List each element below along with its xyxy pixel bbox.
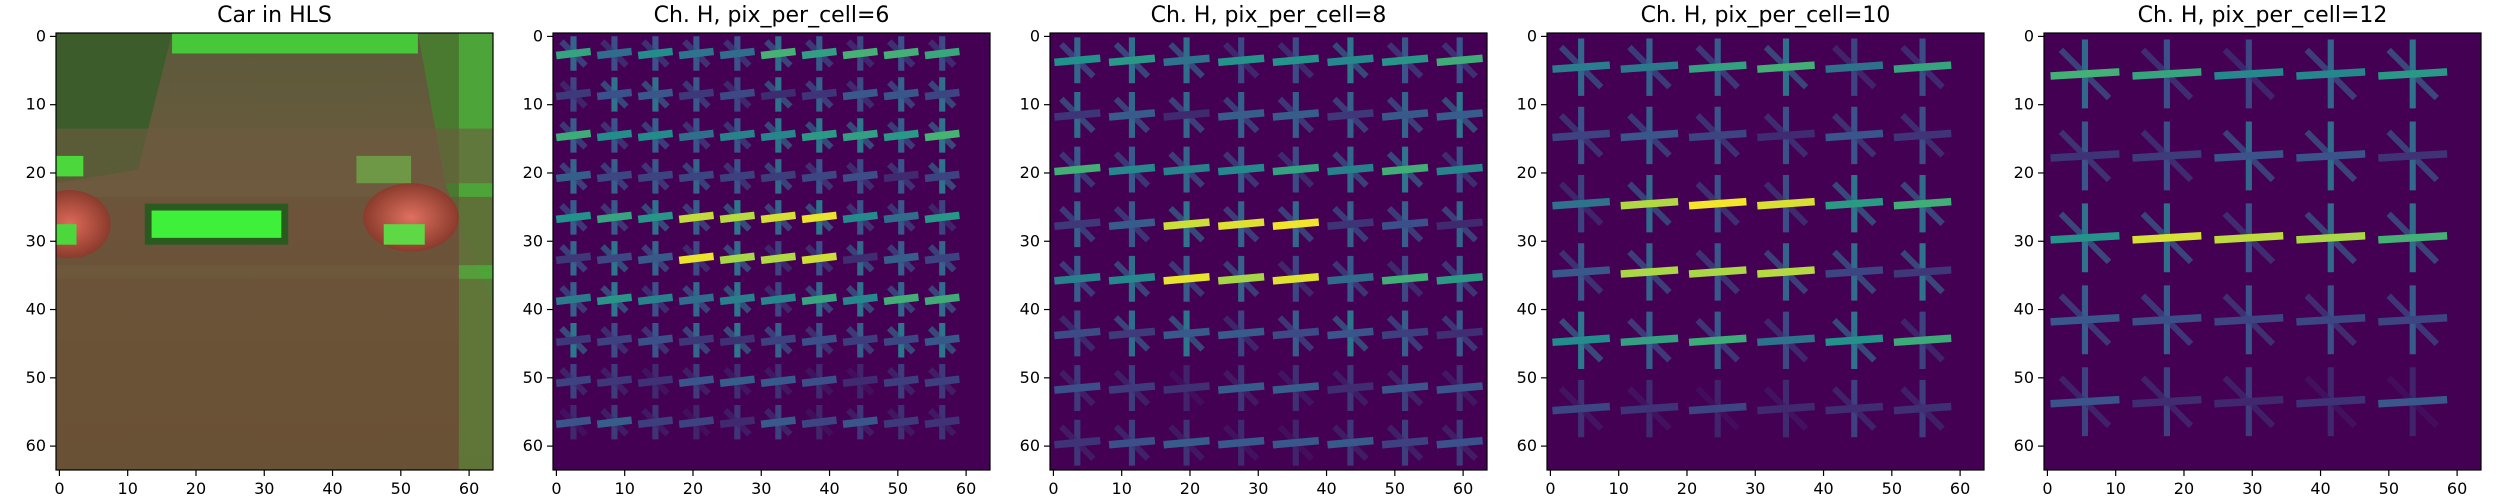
y-tick-label: 20: [2014, 163, 2034, 182]
x-tick-label: 10: [2106, 479, 2126, 498]
y-tick-label: 50: [1020, 368, 1040, 387]
panel-title: Ch. H, pix_per_cell=6: [654, 3, 890, 28]
x-tick-label: 30: [1745, 479, 1765, 498]
panel-3: Ch. H, pix_per_cell=8 0 0 10 10 20 20 30 30 40 40 5…: [1020, 3, 1488, 498]
x-tick-label: 10: [615, 479, 635, 498]
y-tick-label: 10: [1517, 95, 1537, 114]
y-tick-label: 40: [26, 300, 46, 319]
y-tick-label: 60: [523, 436, 543, 455]
y-tick-label: 10: [523, 95, 543, 114]
y-tick-label: 60: [2014, 436, 2034, 455]
y-tick-label: 0: [2024, 26, 2034, 45]
panel-title: Car in HLS: [217, 3, 332, 28]
x-tick-label: 40: [1316, 479, 1336, 498]
x-tick-label: 30: [2242, 479, 2262, 498]
x-tick-label: 60: [1453, 479, 1473, 498]
x-tick-label: 30: [1248, 479, 1268, 498]
y-tick-label: 40: [1020, 300, 1040, 319]
y-tick-label: 0: [1527, 26, 1537, 45]
x-tick-label: 40: [819, 479, 839, 498]
y-tick-label: 60: [26, 436, 46, 455]
y-tick-label: 20: [1020, 163, 1040, 182]
x-tick-label: 10: [1609, 479, 1629, 498]
y-tick-label: 50: [2014, 368, 2034, 387]
axes-frame: [2043, 32, 2482, 471]
y-tick-label: 0: [36, 26, 46, 45]
hog-image: [1050, 33, 1487, 470]
y-tick-label: 40: [523, 300, 543, 319]
x-tick-label: 20: [186, 479, 206, 498]
panel-title: Ch. H, pix_per_cell=12: [2138, 3, 2388, 28]
y-tick-label: 60: [1517, 436, 1537, 455]
y-tick-label: 30: [523, 231, 543, 250]
x-tick-label: 60: [1950, 479, 1970, 498]
y-tick-label: 50: [523, 368, 543, 387]
x-tick-label: 10: [118, 479, 138, 498]
x-tick-label: 20: [1180, 479, 1200, 498]
y-tick-label: 10: [1020, 95, 1040, 114]
y-tick-label: 30: [1517, 231, 1537, 250]
x-tick-label: 10: [1112, 479, 1132, 498]
x-tick-label: 50: [888, 479, 908, 498]
y-tick-label: 50: [26, 368, 46, 387]
x-tick-label: 0: [1048, 479, 1058, 498]
y-tick-label: 40: [2014, 300, 2034, 319]
x-tick-label: 20: [2174, 479, 2194, 498]
panel-1: Car in HLS 0 0 10 10 20 20 30 30 40 40 50 50 60 60: [26, 3, 494, 498]
x-tick-label: 50: [1385, 479, 1405, 498]
x-tick-label: 20: [683, 479, 703, 498]
y-tick-label: 20: [523, 163, 543, 182]
y-tick-label: 10: [2014, 95, 2034, 114]
car-image: [56, 33, 493, 470]
x-tick-label: 40: [322, 479, 342, 498]
x-tick-label: 30: [751, 479, 771, 498]
x-tick-label: 40: [2310, 479, 2330, 498]
x-tick-label: 20: [1677, 479, 1697, 498]
y-tick-label: 50: [1517, 368, 1537, 387]
y-tick-label: 0: [1030, 26, 1040, 45]
axes-frame: [552, 32, 991, 471]
axes-frame: [1049, 32, 1488, 471]
y-tick-label: 30: [26, 231, 46, 250]
x-tick-label: 50: [1882, 479, 1902, 498]
x-tick-label: 0: [54, 479, 64, 498]
axes-frame: [55, 32, 494, 471]
y-tick-label: 0: [533, 26, 543, 45]
x-tick-label: 60: [2447, 479, 2467, 498]
panel-5: Ch. H, pix_per_cell=12 0 0 10 10 20 20 30 30 40 40…: [2014, 3, 2482, 498]
x-tick-label: 50: [391, 479, 411, 498]
x-tick-label: 60: [459, 479, 479, 498]
y-tick-label: 20: [26, 163, 46, 182]
panel-title: Ch. H, pix_per_cell=10: [1641, 3, 1891, 28]
hog-image: [1547, 33, 1984, 470]
x-tick-label: 60: [956, 479, 976, 498]
y-tick-label: 60: [1020, 436, 1040, 455]
panel-4: Ch. H, pix_per_cell=10 0 0 10 10 20 20 30 30 40 40…: [1517, 3, 1985, 498]
hog-image: [553, 33, 990, 470]
x-tick-label: 0: [1545, 479, 1555, 498]
x-tick-label: 50: [2379, 479, 2399, 498]
y-tick-label: 10: [26, 95, 46, 114]
y-tick-label: 30: [1020, 231, 1040, 250]
y-tick-label: 20: [1517, 163, 1537, 182]
y-tick-label: 30: [2014, 231, 2034, 250]
axes-frame: [1546, 32, 1985, 471]
x-tick-label: 0: [551, 479, 561, 498]
panel-2: Ch. H, pix_per_cell=6 0 0 10 10 20 20 30 30 40 40 5…: [523, 3, 991, 498]
hog-image: [2044, 33, 2481, 470]
x-tick-label: 30: [254, 479, 274, 498]
x-tick-label: 0: [2042, 479, 2052, 498]
y-tick-label: 40: [1517, 300, 1537, 319]
panel-title: Ch. H, pix_per_cell=8: [1151, 3, 1387, 28]
x-tick-label: 40: [1813, 479, 1833, 498]
